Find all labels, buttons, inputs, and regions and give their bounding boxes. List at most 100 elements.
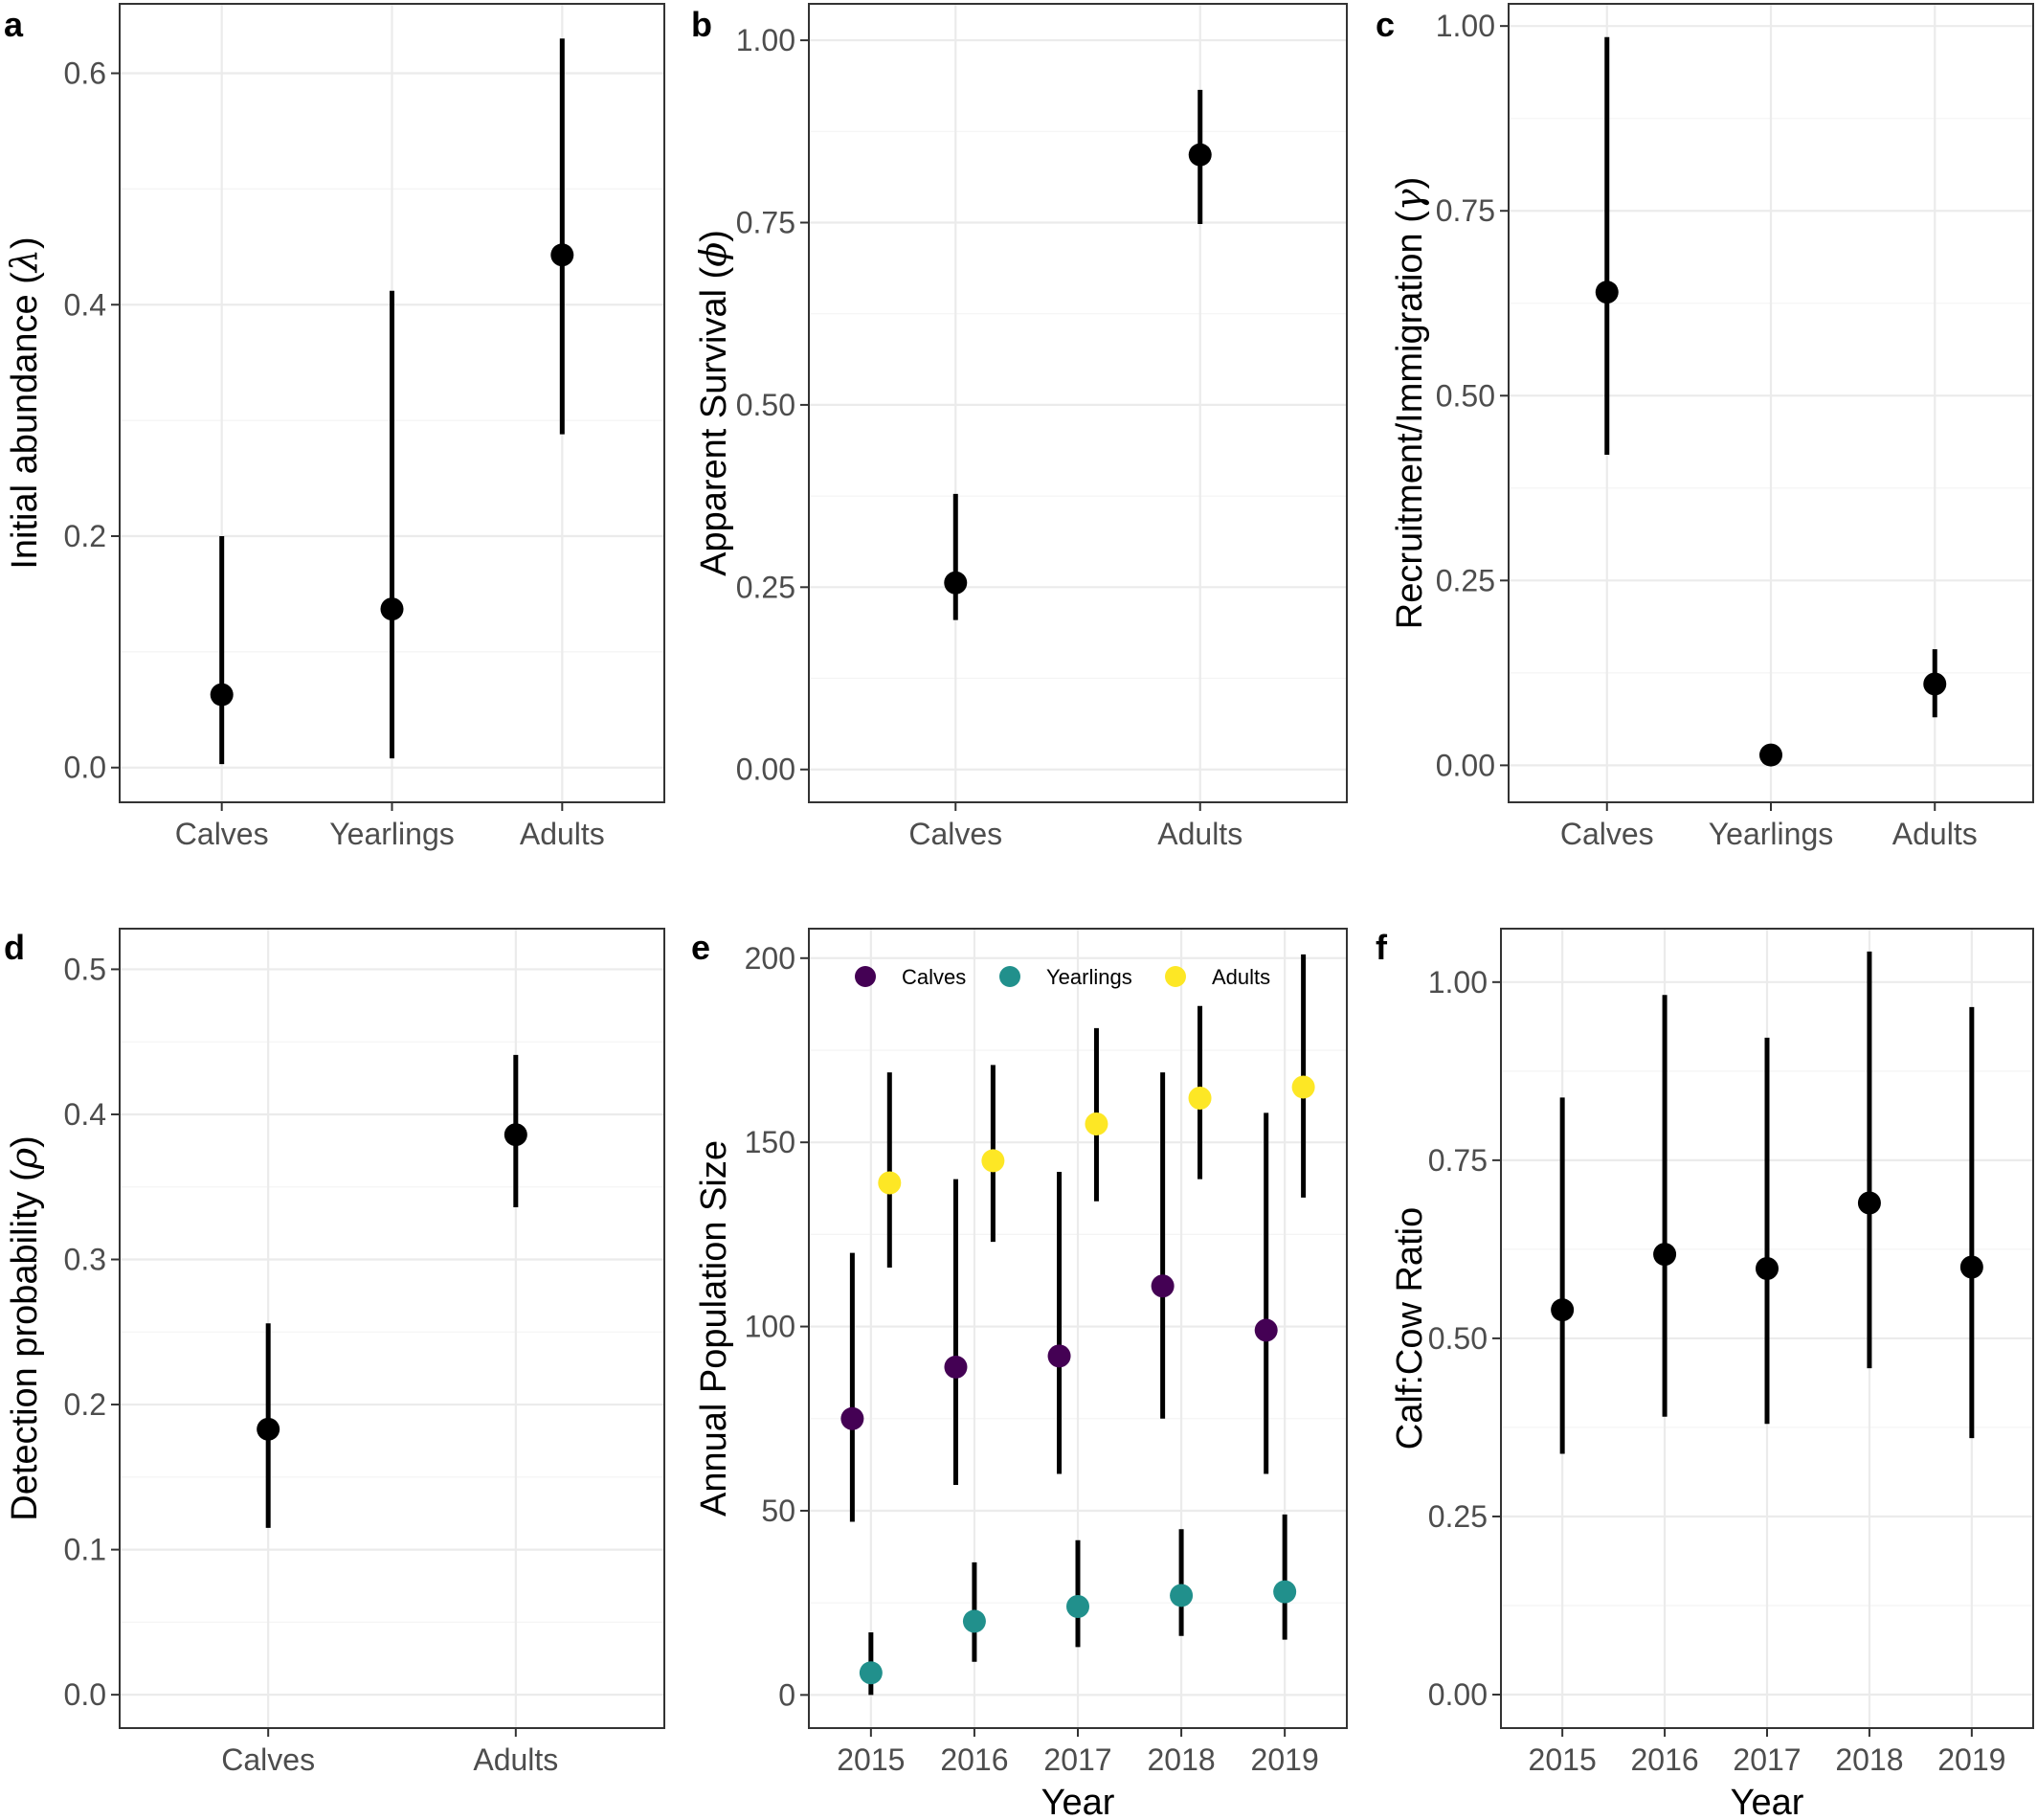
- panel-border: [1500, 928, 2034, 1729]
- legend: Calves Yearlings Adults: [855, 965, 1270, 989]
- panel-letter: b: [691, 5, 712, 44]
- y-tick-label: 0.75: [736, 205, 795, 239]
- y-tick-label: 0.3: [64, 1243, 106, 1277]
- y-tick-label: 0.2: [64, 519, 106, 553]
- x-tick-label: Adults: [1157, 817, 1242, 851]
- x-tick-label: 2019: [1251, 1742, 1319, 1777]
- y-tick-label: 100: [745, 1310, 795, 1344]
- data-point: [1066, 1595, 1089, 1619]
- x-tick-label: 2016: [1630, 1742, 1698, 1777]
- legend-swatch: [855, 966, 876, 987]
- panel-e: 0 50 100 150 200 2015 2016 2017 2018 2019 e Annual …: [691, 928, 1348, 1820]
- data-point: [981, 1149, 1005, 1173]
- y-tick-label: 0: [778, 1677, 795, 1712]
- x-tick-label: 2015: [1529, 1742, 1597, 1777]
- panel-d: 0.0 0.1 0.2 0.3 0.4 0.5 Calves Adults d Detection…: [3, 928, 665, 1777]
- x-tick-label: Yearlings: [1709, 817, 1833, 851]
- x-tick-label: Adults: [520, 817, 605, 851]
- y-axis-title: Detection probability (ρ): [3, 1135, 45, 1521]
- legend-label: Yearlings: [1046, 965, 1132, 989]
- y-tick-label: 0.00: [1436, 748, 1495, 782]
- data-point: [840, 1406, 864, 1430]
- data-point: [859, 1661, 883, 1685]
- data-point: [1756, 1256, 1779, 1280]
- y-axis-title: Recruitment/Immigration (γ): [1388, 177, 1430, 630]
- y-tick-label: 1.00: [1428, 965, 1488, 1000]
- data-point: [1085, 1112, 1108, 1135]
- data-point: [944, 571, 968, 595]
- x-axis-title: Year: [1731, 1783, 1804, 1820]
- y-tick-label: 0.2: [64, 1387, 106, 1422]
- x-tick-label: Calves: [1560, 817, 1654, 851]
- panel-border: [119, 3, 665, 803]
- legend-label: Adults: [1212, 965, 1270, 989]
- panel-b: 0.00 0.25 0.50 0.75 1.00 Calves Adults b Apparen…: [691, 3, 1348, 851]
- data-point: [962, 1609, 986, 1633]
- panel-letter: d: [4, 928, 25, 967]
- data-point: [504, 1123, 527, 1147]
- y-tick-label: 0.1: [64, 1533, 106, 1567]
- y-tick-label: 0.0: [64, 751, 106, 785]
- data-point: [878, 1171, 902, 1195]
- data-point: [1188, 143, 1212, 167]
- x-tick-label: 2016: [940, 1742, 1008, 1777]
- y-tick-label: 0.00: [736, 753, 795, 787]
- panel-letter: a: [4, 5, 24, 44]
- data-point: [1551, 1298, 1575, 1322]
- panel-f: 0.00 0.25 0.50 0.75 1.00 2015 2016 2017 2018 2019…: [1376, 928, 2034, 1820]
- data-point: [1170, 1584, 1194, 1607]
- x-tick-label: 2017: [1733, 1742, 1801, 1777]
- y-tick-label: 0.0: [64, 1677, 106, 1712]
- panel-a: 0.0 0.2 0.4 0.6 Calves Yearlings Adults a Initia…: [3, 3, 665, 851]
- data-point: [1857, 1191, 1881, 1215]
- panel-border: [1508, 3, 2034, 803]
- x-tick-label: Calves: [908, 817, 1002, 851]
- legend-swatch: [1165, 966, 1186, 987]
- data-point: [1291, 1075, 1315, 1099]
- y-tick-label: 0.00: [1428, 1677, 1488, 1712]
- panel-letter: e: [691, 928, 710, 967]
- x-axis-title: Year: [1041, 1783, 1115, 1820]
- panel-border: [808, 928, 1348, 1729]
- y-tick-label: 1.00: [1436, 9, 1495, 43]
- panel-border: [119, 928, 665, 1729]
- legend-label: Calves: [902, 965, 966, 989]
- panel-border: [808, 3, 1348, 803]
- y-tick-label: 0.4: [64, 1097, 106, 1132]
- data-point: [1923, 672, 1947, 696]
- y-tick-label: 0.50: [736, 388, 795, 422]
- data-point: [1188, 1087, 1212, 1111]
- y-axis-title: Annual Population Size: [694, 1140, 734, 1517]
- x-tick-label: Adults: [473, 1742, 558, 1777]
- y-tick-label: 1.00: [736, 23, 795, 57]
- y-axis-title: Initial abundance (λ): [3, 236, 45, 569]
- data-point: [1759, 743, 1782, 767]
- data-point: [380, 597, 404, 621]
- data-point: [1254, 1318, 1278, 1342]
- data-point: [210, 683, 234, 707]
- data-point: [1151, 1274, 1175, 1298]
- y-tick-label: 50: [761, 1494, 795, 1528]
- x-tick-label: 2018: [1147, 1742, 1215, 1777]
- x-tick-label: 2015: [837, 1742, 905, 1777]
- x-tick-label: Calves: [221, 1742, 315, 1777]
- data-point: [1273, 1580, 1297, 1604]
- y-tick-label: 0.25: [736, 570, 795, 604]
- y-tick-label: 0.6: [64, 56, 106, 91]
- panel-letter: c: [1376, 5, 1395, 44]
- panel-c: 0.00 0.25 0.50 0.75 1.00 Calves Yearlings Adult…: [1376, 3, 2034, 851]
- y-axis-title: Calf:Cow Ratio: [1390, 1207, 1430, 1449]
- data-point: [1047, 1344, 1071, 1368]
- data-point: [1595, 281, 1619, 304]
- y-tick-label: 0.50: [1428, 1321, 1488, 1356]
- legend-swatch: [999, 966, 1020, 987]
- y-tick-label: 0.75: [1428, 1143, 1488, 1178]
- data-point: [257, 1417, 280, 1441]
- y-tick-label: 0.75: [1436, 193, 1495, 228]
- data-point: [550, 243, 574, 267]
- y-tick-label: 200: [745, 941, 795, 976]
- x-tick-label: Yearlings: [329, 817, 454, 851]
- x-tick-label: 2019: [1937, 1742, 2005, 1777]
- data-point: [1959, 1255, 1983, 1279]
